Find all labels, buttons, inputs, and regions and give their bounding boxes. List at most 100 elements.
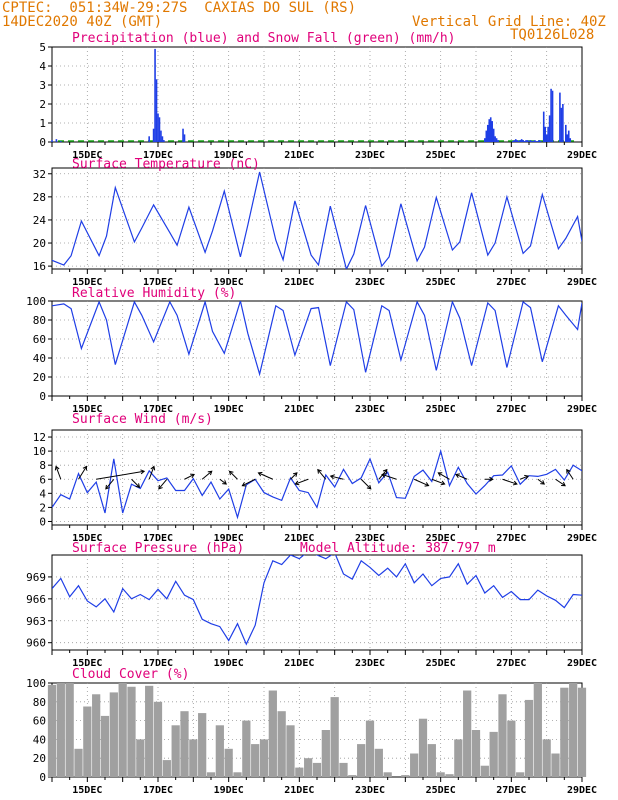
precip-bar	[544, 126, 546, 142]
humidity-xtick-label: 29DEC	[567, 404, 597, 415]
cloud-ytick-label: 20	[33, 752, 46, 765]
cloud-bar	[83, 706, 92, 777]
precip-bar	[537, 141, 539, 142]
precip-bar	[522, 140, 524, 142]
cloud-bar	[410, 753, 419, 777]
precip-bar	[538, 140, 541, 142]
precip-bar	[495, 138, 498, 142]
wind-ytick-label: 2	[39, 501, 46, 514]
wind-vector-head	[150, 465, 156, 471]
wind-vector-head	[158, 484, 163, 490]
wind-xtick-label: 29DEC	[567, 533, 597, 544]
precip-bar	[566, 134, 569, 142]
cloud-bar	[560, 687, 569, 777]
temperature-series-line	[52, 171, 582, 269]
cloud-bar	[136, 739, 145, 777]
wind-xtick-label: 21DEC	[284, 533, 314, 544]
precip-xtick-label: 29DEC	[567, 150, 597, 161]
precip-bar	[161, 136, 164, 142]
cloud-bar	[498, 694, 507, 777]
cloud-bar	[127, 686, 136, 777]
wind-vector	[55, 466, 62, 480]
wind-ytick-label: 8	[39, 459, 46, 472]
precip-bar	[51, 140, 53, 142]
wind-vector-head	[135, 483, 141, 488]
humidity-xtick-label: 15DEC	[72, 404, 102, 415]
wind-frame	[51, 429, 583, 526]
wind-vector-head	[424, 482, 430, 487]
cloud-bar	[109, 692, 118, 777]
cloud-bar	[321, 730, 330, 777]
precip-xtick-label: 23DEC	[355, 150, 385, 161]
cloud-bar	[189, 739, 198, 777]
precip-bar	[523, 141, 526, 142]
wind-xtick-label: 19DEC	[214, 533, 244, 544]
precip-bar	[519, 140, 521, 142]
cloud-bar	[198, 713, 207, 777]
cloud-bar	[233, 772, 242, 777]
wind-vector-head	[105, 484, 110, 490]
cloud-bar	[145, 685, 154, 777]
precip-bar	[489, 117, 492, 142]
wind-vector-head	[561, 481, 566, 487]
humidity-xtick-label: 19DEC	[214, 404, 244, 415]
wind-vector-head	[329, 474, 335, 480]
cloud-bar	[445, 774, 454, 777]
cloud-bar	[224, 748, 233, 777]
precip-bar	[55, 139, 58, 142]
wind-vector-head	[241, 482, 247, 487]
cloud-xtick-label: 21DEC	[284, 785, 314, 796]
precip-xtick-label: 21DEC	[284, 150, 314, 161]
cloud-xtick-label: 15DEC	[72, 785, 102, 796]
wind-vector-head	[540, 480, 546, 485]
precip-ytick-label: 5	[39, 41, 46, 54]
humidity-title: Relative Humidity (%)	[72, 286, 236, 301]
wind-vector	[555, 478, 566, 487]
wind-vector-head	[524, 474, 530, 480]
pressure-xtick-label: 17DEC	[143, 658, 173, 669]
wind-ytick-label: 12	[33, 431, 46, 444]
cloud-bar	[330, 697, 339, 777]
precip-bar	[512, 141, 514, 142]
wind-vector	[295, 478, 309, 485]
cloud-bar	[401, 775, 410, 777]
pressure-xtick-label: 29DEC	[567, 658, 597, 669]
precip-frame	[51, 46, 583, 143]
wind-vector-head	[381, 473, 387, 478]
precip-bar	[488, 119, 491, 142]
wind-series-line	[52, 448, 582, 520]
precip-bar	[513, 140, 516, 142]
cloud-bar	[533, 683, 542, 777]
temperature-xtick-label: 17DEC	[143, 277, 173, 288]
precip-bar	[491, 121, 493, 142]
precip-bar	[560, 107, 563, 142]
wind-vector-head	[489, 476, 494, 482]
cloud-bar	[365, 720, 375, 777]
precip-xtick-label: 27DEC	[496, 150, 526, 161]
wind-vector	[131, 478, 140, 488]
wind-vector	[431, 478, 445, 485]
cloud-bar	[100, 715, 110, 777]
cloud-xtick-label: 29DEC	[567, 785, 597, 796]
cloud-bar	[206, 772, 216, 777]
cloud-bar	[118, 683, 127, 777]
precip-bar	[152, 128, 155, 142]
precip-bar	[545, 134, 548, 142]
cloud-bar	[215, 725, 224, 777]
header-station: CPTEC: 051:34W-29:27S CAXIAS DO SUL (RS)	[2, 0, 357, 16]
header-code: TQ0126L028	[510, 27, 595, 43]
cloud-xtick-label: 25DEC	[426, 785, 456, 796]
cloud-bar	[180, 711, 189, 777]
precip-title: Precipitation (blue) and Snow Fall (gree…	[72, 31, 456, 46]
wind-vector-head	[292, 472, 298, 477]
precip-ytick-label: 0	[39, 136, 46, 149]
wind-vector	[258, 472, 274, 480]
wind-vector	[242, 478, 256, 487]
precip-bar	[548, 115, 551, 142]
precip-bar	[529, 140, 532, 142]
cloud-bar	[524, 699, 534, 777]
precip-bar	[514, 139, 517, 142]
cloud-bar	[47, 684, 57, 777]
cloud-bar	[551, 753, 560, 777]
